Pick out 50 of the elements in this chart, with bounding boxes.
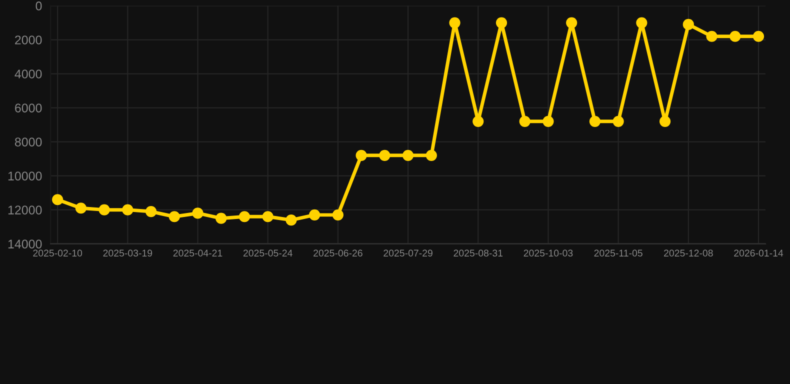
x-tick-label: 2025-10-03 [524,250,573,257]
point [286,214,297,226]
x-tick-label: 2025-04-21 [173,250,222,257]
y-tick-label: 8000 [14,138,42,146]
point [216,212,227,224]
point [309,209,320,220]
y-tick-label: 0 [36,2,42,10]
point [612,116,624,127]
point [706,30,718,42]
point [192,208,204,219]
point [262,211,274,222]
y-tick-label: 2000 [15,36,42,44]
point [356,150,367,161]
point [332,209,344,220]
point [542,116,554,127]
point [122,204,134,216]
point [472,116,484,127]
point [379,150,390,161]
point [238,211,250,222]
x-tick-label: 2025-12-08 [664,250,713,257]
y-tick-label: 14000 [8,240,42,248]
point [589,116,601,127]
point [496,17,508,28]
point [168,211,180,222]
point [52,194,64,206]
x-tick-label: 2025-05-24 [243,250,292,257]
point [519,116,530,127]
x-tick-label: 2025-06-26 [314,250,362,257]
point [145,206,157,218]
point [75,202,86,214]
y-tick-label: 4000 [14,70,42,78]
point [730,30,741,42]
x-tick-label: 2025-11-05 [594,250,642,257]
point [449,17,460,28]
y-tick-label: 6000 [15,104,42,112]
point [682,18,694,30]
point [752,30,764,42]
point [402,150,414,161]
point [636,17,648,28]
x-tick-label: 2025-02-10 [33,250,82,257]
point [659,116,671,127]
x-tick-label: 2025-08-31 [454,250,503,257]
x-tick-label: 2026-01-14 [734,250,784,257]
point [426,150,437,161]
y-tick-label: 12000 [8,206,42,214]
y-tick-label: 10000 [8,172,42,180]
x-tick-label: 2025-03-19 [103,250,152,257]
point [566,17,578,28]
x-tick-label: 2025-07-29 [384,250,432,257]
point [98,204,110,216]
